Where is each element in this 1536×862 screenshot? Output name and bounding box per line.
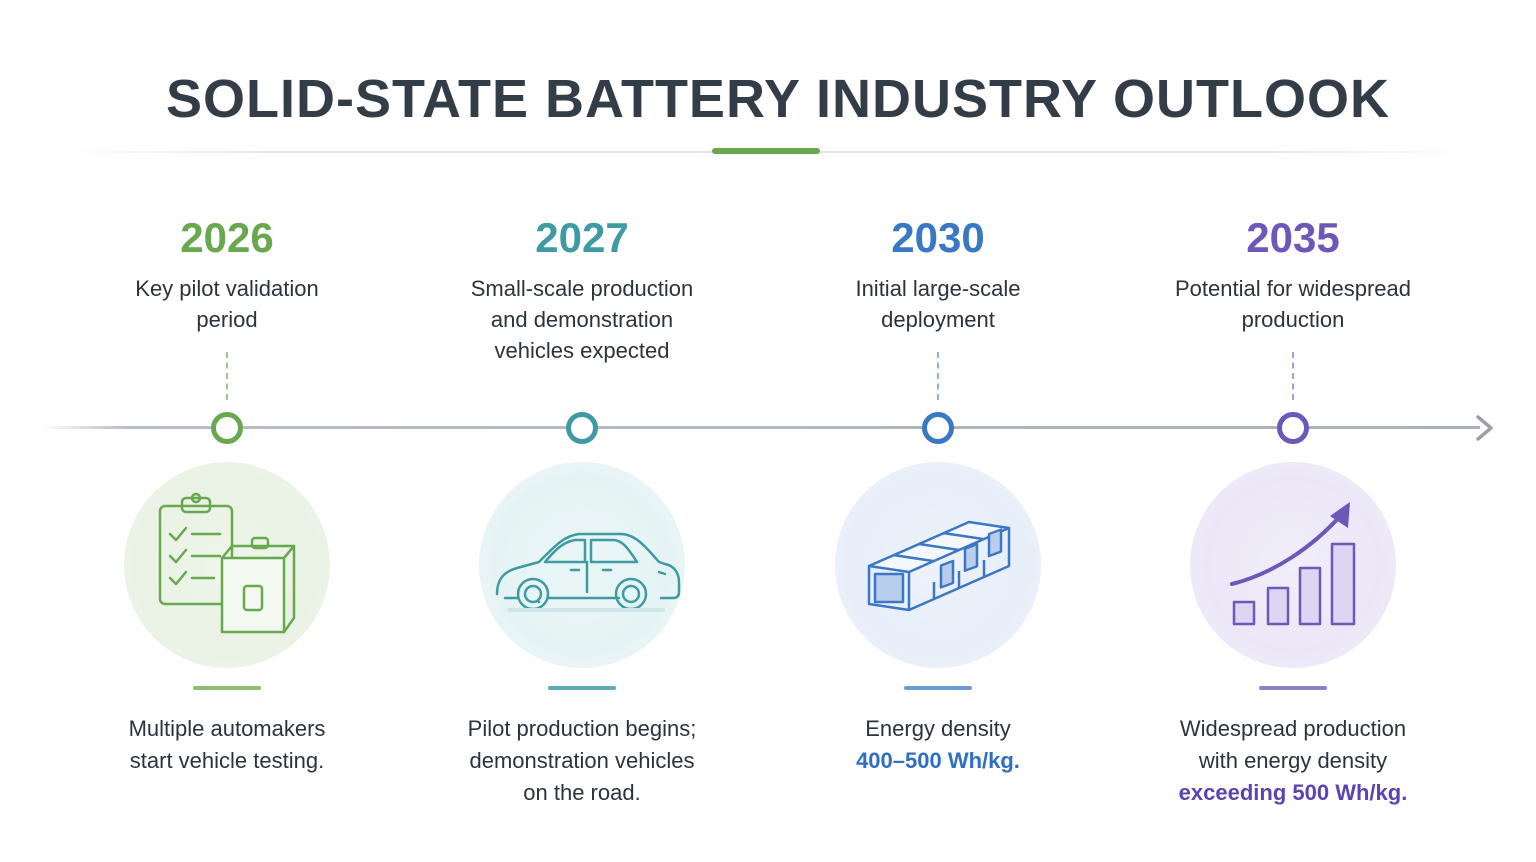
title-accent-bar bbox=[712, 148, 820, 154]
milestone-2035: 2035 Potential for widespread production… bbox=[1133, 0, 1453, 862]
milestone-year: 2030 bbox=[891, 214, 985, 261]
milestone-2030: 2030 Initial large-scale deployment bbox=[778, 0, 1098, 862]
icon-halo bbox=[1190, 462, 1396, 668]
caption-highlight: exceeding 500 Wh/kg. bbox=[1178, 780, 1408, 805]
milestone-description: Key pilot validation period bbox=[135, 276, 319, 332]
milestone-description: Initial large-scale deployment bbox=[855, 276, 1021, 332]
milestone-year: 2027 bbox=[535, 214, 629, 261]
icon-halo bbox=[124, 462, 330, 668]
caption-text: Pilot production begins; demonstration v… bbox=[467, 716, 697, 805]
car-icon bbox=[495, 532, 681, 612]
caption-text: Widespread production with energy densit… bbox=[1179, 716, 1407, 773]
connector-line bbox=[1292, 352, 1294, 400]
timeline-node bbox=[211, 412, 243, 444]
milestone-description: Small-scale production and demonstration… bbox=[470, 276, 694, 363]
caption-divider bbox=[548, 686, 616, 690]
milestone-caption: Multiple automakers start vehicle testin… bbox=[67, 713, 387, 777]
battery-pack-icon bbox=[867, 520, 1011, 612]
connector-line bbox=[226, 352, 228, 400]
timeline-arrow-icon bbox=[1476, 415, 1493, 441]
growth-bar-chart-icon bbox=[1230, 502, 1356, 626]
connector-line bbox=[937, 352, 939, 400]
caption-divider bbox=[904, 686, 972, 690]
clipboard-checklist-battery-icon bbox=[158, 492, 296, 634]
caption-highlight: 400–500 Wh/kg. bbox=[856, 748, 1020, 773]
icon-halo bbox=[835, 462, 1041, 668]
caption-text: Multiple automakers start vehicle testin… bbox=[128, 716, 326, 773]
milestone-year: 2026 bbox=[180, 214, 274, 261]
timeline-node bbox=[566, 412, 598, 444]
milestone-2026: 2026 Key pilot validation period bbox=[67, 0, 387, 862]
caption-text: Energy density bbox=[865, 716, 1011, 741]
caption-divider bbox=[1259, 686, 1327, 690]
caption-divider bbox=[193, 686, 261, 690]
milestone-caption: Energy density 400–500 Wh/kg. bbox=[778, 713, 1098, 777]
milestone-2027: 2027 Small-scale production and demonstr… bbox=[422, 0, 742, 862]
milestone-description: Potential for widespread production bbox=[1174, 276, 1412, 332]
timeline-node bbox=[922, 412, 954, 444]
timeline-node bbox=[1277, 412, 1309, 444]
milestone-caption: Pilot production begins; demonstration v… bbox=[422, 713, 742, 809]
milestone-year: 2035 bbox=[1246, 214, 1340, 261]
timeline-axis bbox=[40, 426, 1480, 429]
page-title: SOLID-STATE BATTERY INDUSTRY OUTLOOK bbox=[166, 69, 1390, 129]
milestone-caption: Widespread production with energy densit… bbox=[1133, 713, 1453, 809]
icon-halo bbox=[479, 462, 685, 668]
